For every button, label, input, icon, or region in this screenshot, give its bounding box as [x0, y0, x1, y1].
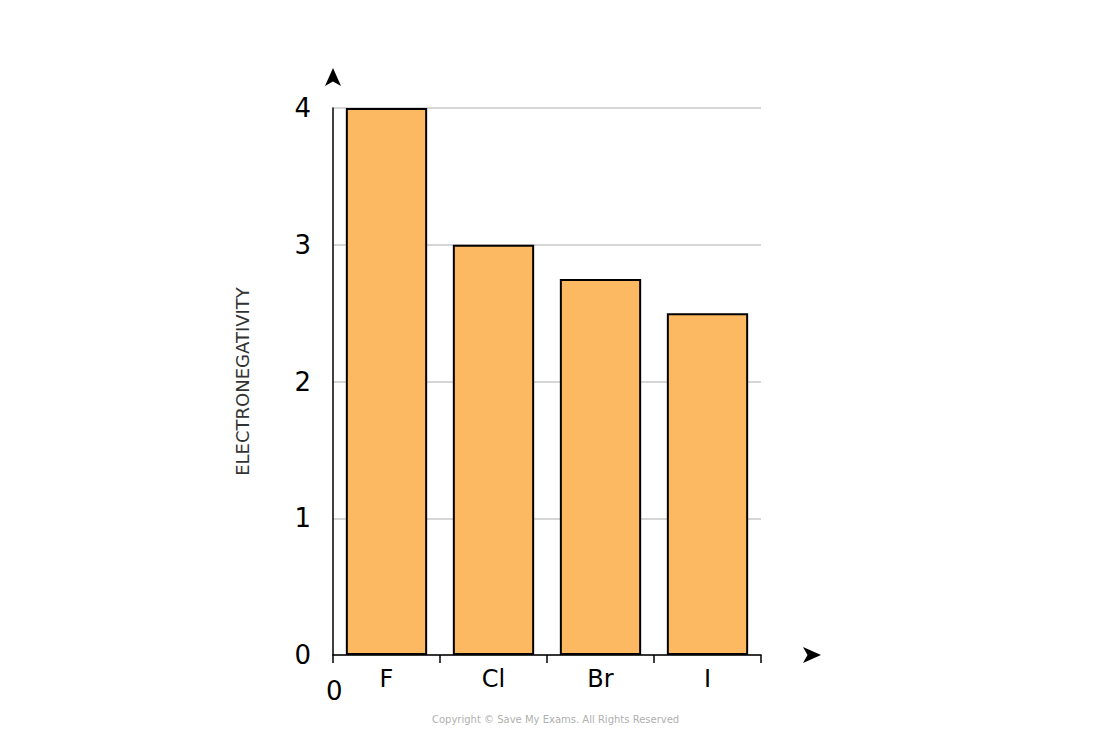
svg-text:Br: Br	[587, 665, 613, 693]
svg-text:Cl: Cl	[482, 665, 505, 693]
svg-text:0: 0	[294, 640, 311, 670]
svg-text:4: 4	[294, 93, 311, 123]
svg-text:F: F	[380, 665, 394, 693]
svg-text:ELECTRONEGATIVITY: ELECTRONEGATIVITY	[232, 286, 253, 476]
svg-text:0: 0	[326, 676, 343, 706]
svg-text:I: I	[704, 665, 711, 693]
svg-text:3: 3	[294, 230, 311, 260]
svg-text:Copyright © Save My Exams. All: Copyright © Save My Exams. All Rights Re…	[432, 714, 679, 725]
svg-text:2: 2	[294, 367, 311, 397]
svg-text:1: 1	[294, 503, 311, 533]
